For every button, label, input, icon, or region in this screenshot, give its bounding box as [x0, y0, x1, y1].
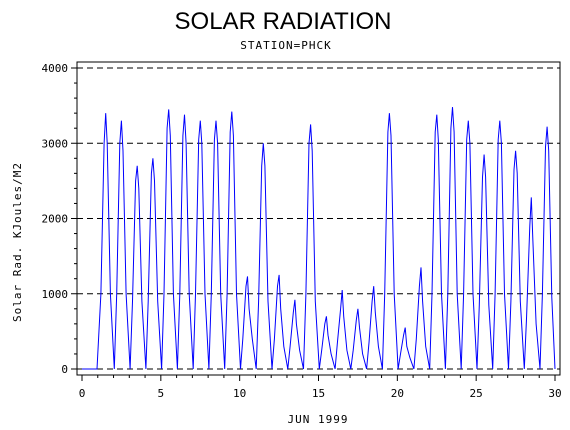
y-tick-label-4000: 4000 [42, 62, 69, 75]
chart-title: SOLAR RADIATION [175, 8, 392, 35]
series-line-solar-radiation [82, 107, 556, 370]
x-tick-label-20: 20 [391, 387, 404, 400]
axes: 0 1000 2000 3000 4000 0 5 10 15 20 25 30 [42, 61, 562, 400]
x-axis-label: JUN 1999 [288, 413, 349, 426]
x-tick-label-25: 25 [470, 387, 483, 400]
x-tick-label-0: 0 [79, 387, 86, 400]
gridlines [77, 67, 560, 370]
y-axis-label: Solar Rad. KJoules/M2 [11, 162, 24, 322]
chart-subtitle: STATION=PHCK [240, 39, 331, 52]
y-tick-label-3000: 3000 [42, 137, 69, 150]
y-tick-label-1000: 1000 [42, 288, 69, 301]
x-tick-label-10: 10 [233, 387, 246, 400]
x-tick-label-30: 30 [548, 387, 561, 400]
y-tick-label-2000: 2000 [42, 213, 69, 226]
x-tick-label-5: 5 [158, 387, 165, 400]
series-layer [82, 107, 556, 370]
x-tick-label-15: 15 [312, 387, 325, 400]
y-tick-label-0: 0 [61, 363, 68, 376]
